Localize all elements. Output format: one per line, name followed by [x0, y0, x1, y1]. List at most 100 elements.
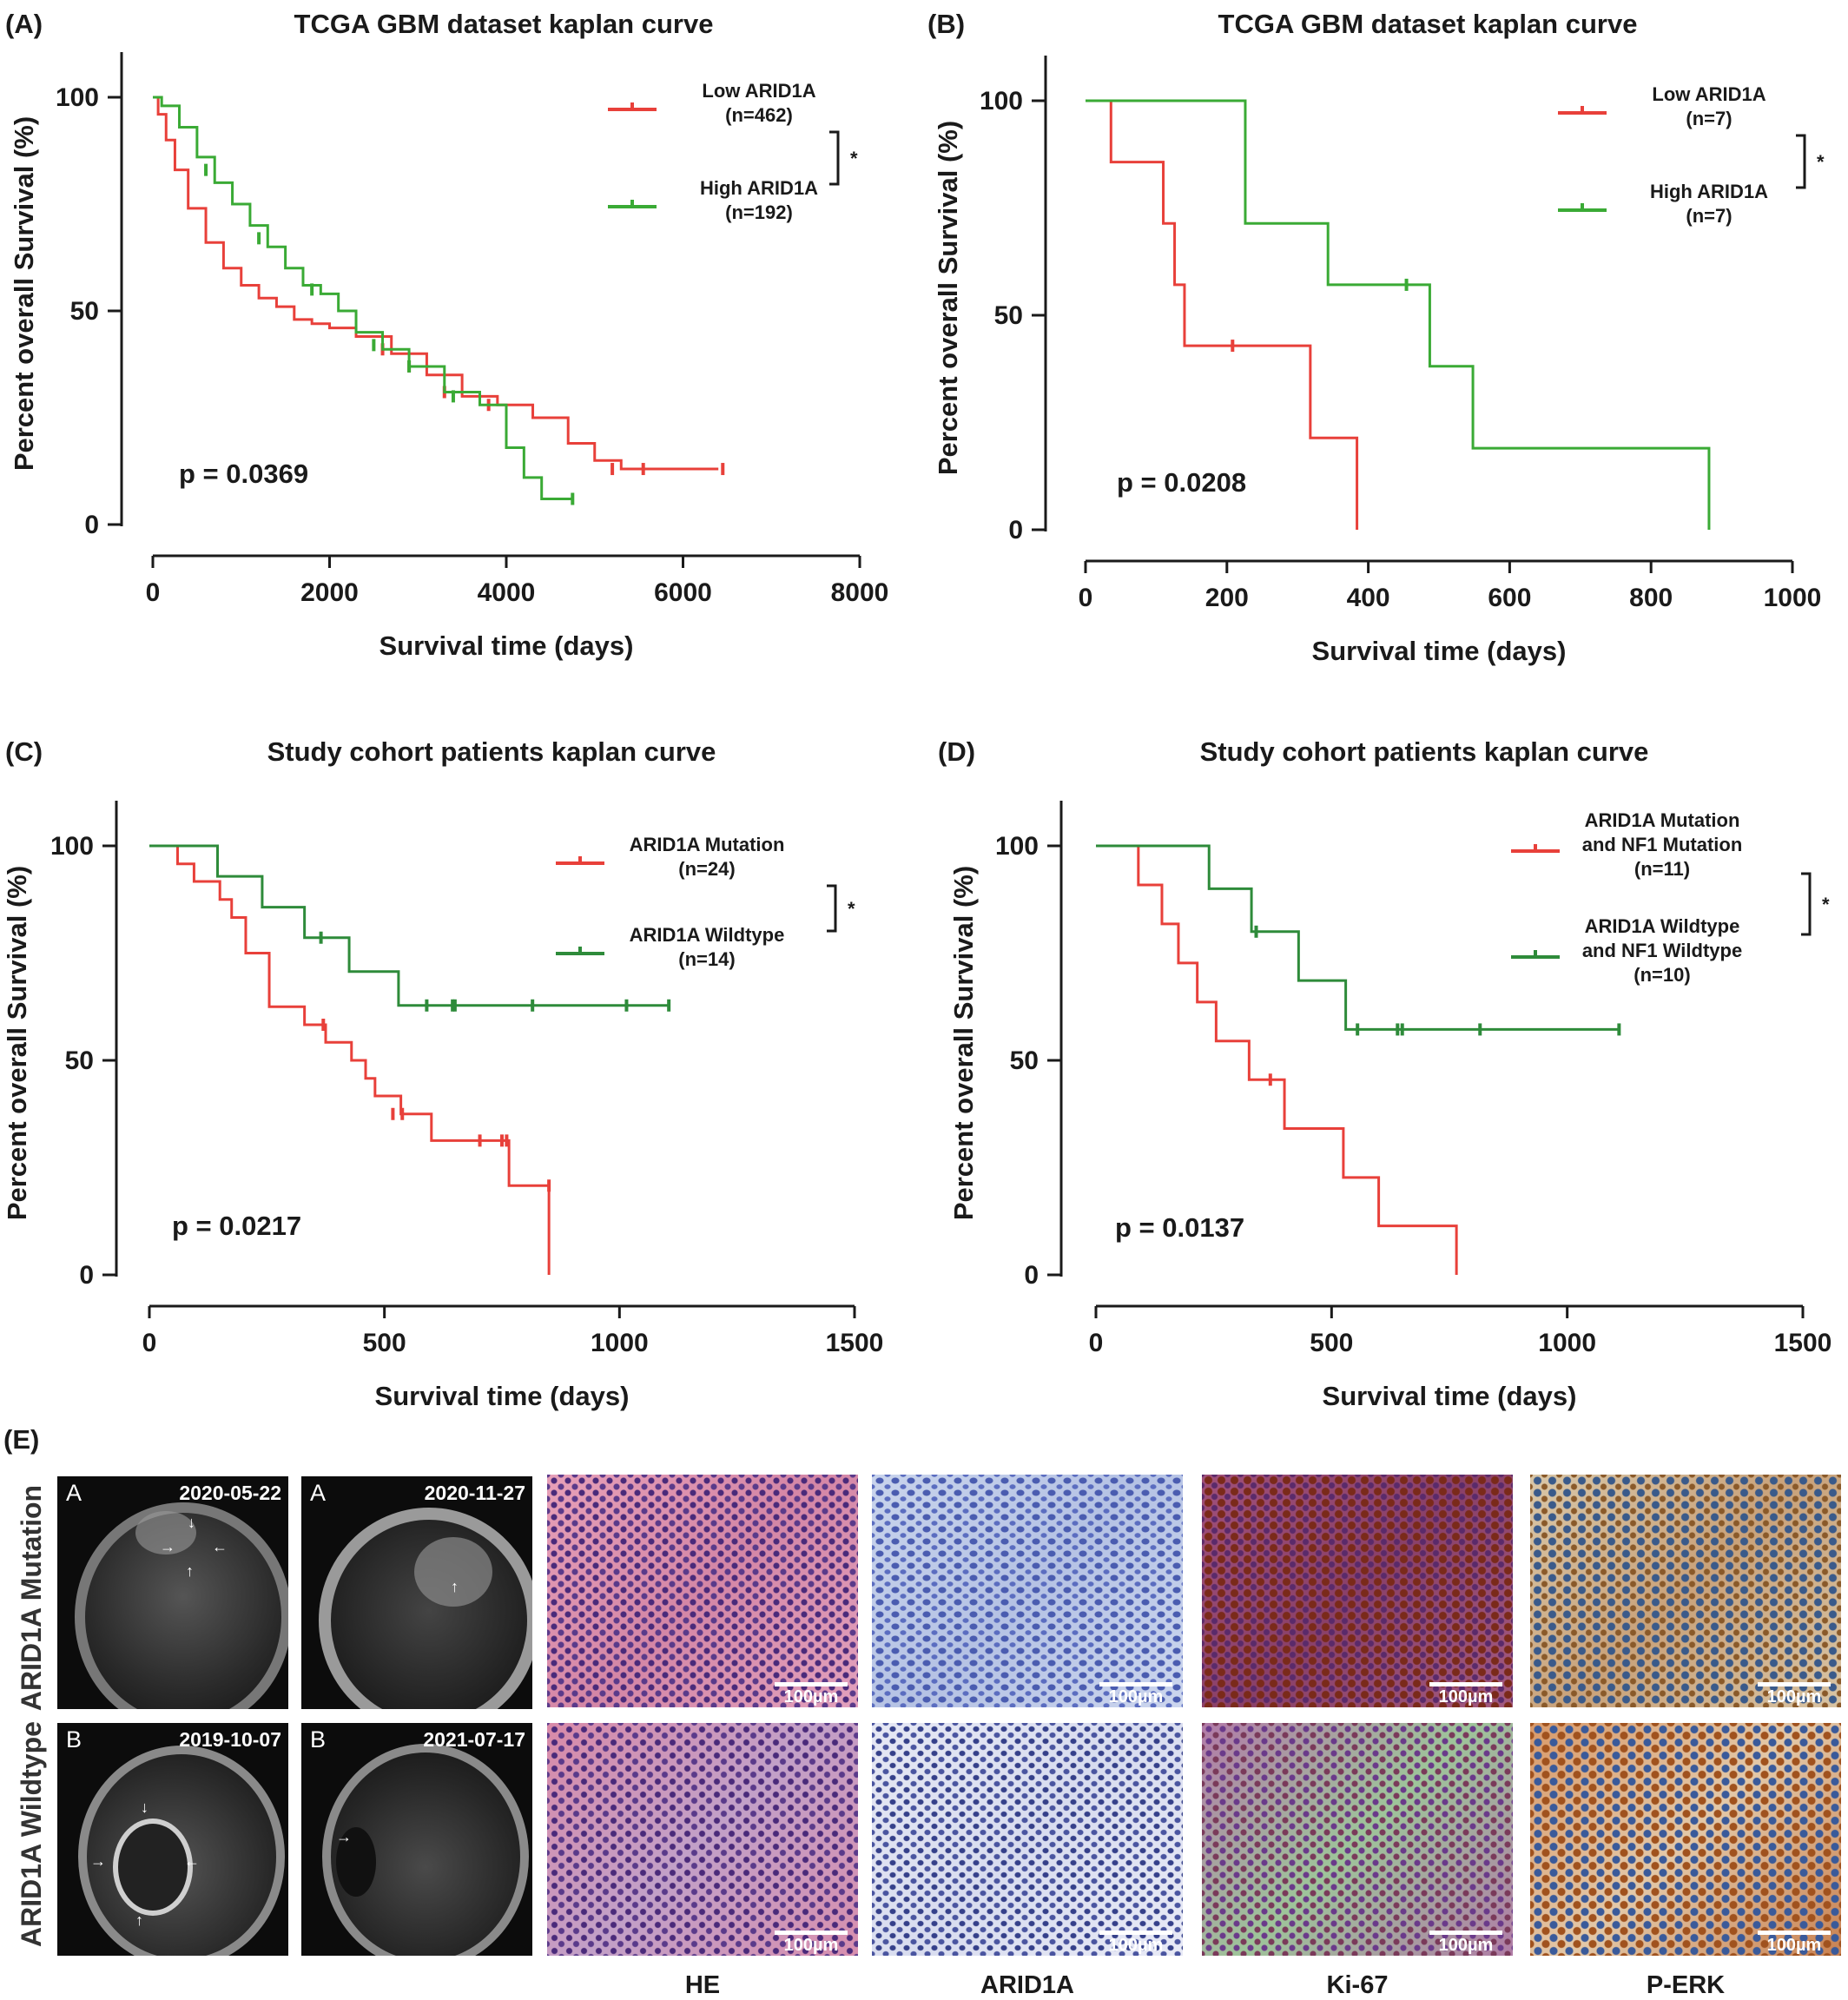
scale-bar-label: 100µm — [1766, 1936, 1822, 1955]
y-tick-label: 0 — [1008, 516, 1023, 545]
x-tick-label: 800 — [1629, 584, 1673, 612]
stain-label-ki67: Ki-67 — [1326, 1971, 1389, 1999]
mri-tag: B — [66, 1726, 82, 1752]
arrow-icon: → — [160, 1538, 175, 1555]
x-tick-label: 1500 — [826, 1329, 884, 1357]
legend-label: High ARID1A — [1650, 181, 1768, 202]
km-series-line-1 — [149, 844, 670, 1007]
arrow-icon: ↑ — [135, 1911, 143, 1929]
mri-tag: A — [66, 1480, 82, 1506]
km-series-line-0 — [149, 844, 551, 1275]
panel-d: (D) Study cohort patients kaplan curve 0 50… — [924, 728, 1848, 1422]
x-tick-label: 500 — [1310, 1329, 1353, 1357]
legend-label: ARID1A Mutation — [630, 834, 785, 855]
legend-label: (n=10) — [1634, 964, 1690, 986]
significance-star: * — [1822, 894, 1830, 915]
p-value: p = 0.0217 — [172, 1211, 301, 1241]
scale-bar-label: 100µm — [1766, 1687, 1822, 1706]
legend-label: (n=7) — [1686, 205, 1732, 227]
y-tick-label: 0 — [79, 1261, 94, 1290]
y-axis-label: Percent overall Survival (%) — [2, 866, 32, 1220]
x-tick-label: 8000 — [831, 578, 889, 607]
significance-star: * — [1817, 151, 1825, 173]
x-tick-label: 1000 — [591, 1329, 649, 1357]
significance-star: * — [850, 148, 858, 169]
significance-bracket — [827, 884, 837, 933]
scale-bar-label: 100µm — [783, 1687, 839, 1706]
x-axis-label: Survival time (days) — [1323, 1381, 1577, 1411]
x-tick-label: 2000 — [300, 578, 359, 607]
stain-label-arid1a: ARID1A — [980, 1971, 1074, 1999]
panel-letter: (C) — [5, 736, 43, 767]
km-chart-d: (D) Study cohort patients kaplan curve 0 50… — [938, 736, 1832, 1411]
chart-title: Study cohort patients kaplan curve — [267, 736, 716, 767]
histology-perk-wildtype: 100µm — [1530, 1723, 1841, 1956]
panel-letter: (D) — [938, 736, 975, 767]
x-tick-label: 4000 — [478, 578, 536, 607]
significance-bracket — [1801, 872, 1812, 936]
y-axis-label: Percent overall Survival (%) — [933, 121, 963, 475]
mri-image-a1: A 2020-05-22 ↓ → ← ↑ — [57, 1476, 288, 1709]
y-tick-label: 100 — [980, 87, 1023, 116]
km-chart-a: (A) TCGA GBM dataset kaplan curve 0 50 100 Pe… — [5, 9, 889, 661]
histology-arid1a-wildtype: 100µm — [872, 1723, 1183, 1956]
y-tick-label: 100 — [56, 83, 99, 112]
stain-label-perk: P-ERK — [1646, 1971, 1726, 1999]
x-tick-label: 0 — [142, 1329, 157, 1357]
mri-image-b1: B 2019-10-07 ↓ → ← ↑ — [57, 1723, 288, 1956]
scale-bar-label: 100µm — [1438, 1936, 1494, 1955]
y-tick-label: 50 — [70, 297, 99, 326]
histology-ki67-mutation: 100µm — [1202, 1475, 1513, 1707]
arrow-icon: → — [90, 1852, 106, 1870]
p-value: p = 0.0208 — [1117, 467, 1246, 498]
panel-letter-e: (E) — [3, 1424, 40, 1455]
panel-b: (B) TCGA GBM dataset kaplan curve 0 50 100 Pe… — [924, 0, 1848, 695]
mri-image-b2: B 2021-07-17 → — [301, 1723, 532, 1956]
legend-label: (n=192) — [725, 201, 793, 223]
panel-letter: (A) — [5, 9, 43, 39]
km-series-line-1 — [1086, 99, 1711, 530]
km-series-line-0 — [1096, 844, 1458, 1275]
panel-c: (C) Study cohort patients kaplan curve 0 50… — [0, 728, 924, 1422]
km-series-line-1 — [1096, 844, 1620, 1031]
legend-label: and NF1 Mutation — [1582, 834, 1743, 855]
scale-bar-label: 100µm — [1108, 1936, 1164, 1955]
histology-he-wildtype: 100µm — [547, 1723, 858, 1956]
panel-letter: (B) — [927, 9, 965, 39]
y-tick-label: 100 — [995, 832, 1039, 861]
x-tick-label: 0 — [1089, 1329, 1104, 1357]
legend-label: (n=14) — [678, 948, 735, 970]
km-series-line-1 — [153, 96, 573, 500]
mri-tag: B — [310, 1726, 327, 1752]
mri-image-a2: A 2020-11-27 ↑ — [301, 1476, 532, 1709]
legend-label: (n=462) — [725, 104, 793, 126]
mri-date: 2020-11-27 — [424, 1482, 525, 1504]
km-chart-c: (C) Study cohort patients kaplan curve 0 50… — [2, 736, 884, 1411]
y-axis-label: Percent overall Survival (%) — [9, 116, 39, 471]
mri-date: 2019-10-07 — [179, 1728, 281, 1751]
legend-label: Low ARID1A — [702, 80, 815, 102]
histology-perk-mutation: 100µm — [1530, 1475, 1841, 1707]
chart-title: TCGA GBM dataset kaplan curve — [1218, 9, 1638, 39]
p-value: p = 0.0369 — [179, 459, 308, 489]
arrow-icon: ← — [212, 1538, 228, 1555]
scale-bar-label: 100µm — [783, 1936, 839, 1955]
x-axis-label: Survival time (days) — [380, 630, 634, 661]
y-tick-label: 0 — [84, 511, 99, 539]
x-tick-label: 0 — [1079, 584, 1093, 612]
arrow-icon: ↑ — [186, 1562, 194, 1580]
histology-he-mutation: 100µm — [547, 1475, 858, 1707]
arrow-icon: ↓ — [188, 1514, 195, 1531]
arrow-icon: → — [336, 1828, 352, 1845]
legend-label: (n=11) — [1634, 858, 1690, 880]
mri-date: 2021-07-17 — [423, 1728, 525, 1751]
y-tick-label: 50 — [994, 301, 1023, 330]
x-tick-label: 1000 — [1764, 584, 1822, 612]
x-tick-label: 6000 — [654, 578, 712, 607]
km-series-line-0 — [153, 96, 719, 471]
km-chart-b: (B) TCGA GBM dataset kaplan curve 0 50 100 Pe… — [927, 9, 1825, 666]
legend-label: and NF1 Wildtype — [1582, 940, 1742, 961]
y-axis-label: Percent overall Survival (%) — [948, 866, 979, 1220]
arrow-icon: ← — [184, 1852, 200, 1870]
legend-label: (n=24) — [678, 858, 735, 880]
